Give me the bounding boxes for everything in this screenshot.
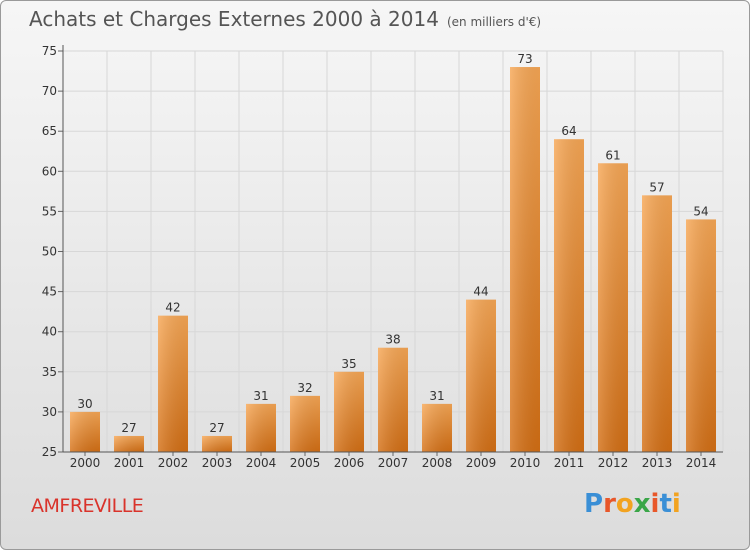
bar-shade xyxy=(378,347,408,452)
data-label: 31 xyxy=(429,389,444,403)
y-tick-label: 30 xyxy=(42,405,57,419)
bar-shade xyxy=(202,435,232,452)
logo-letter: i xyxy=(671,489,681,519)
bar-shade xyxy=(70,411,100,452)
y-tick-label: 55 xyxy=(42,204,57,218)
y-tick-label: 40 xyxy=(42,325,57,339)
data-label: 44 xyxy=(473,285,488,299)
bar-shade xyxy=(510,67,540,452)
data-label: 31 xyxy=(253,389,268,403)
chart-unit: (en milliers d'€) xyxy=(446,15,542,29)
proxiti-logo: Proxiti xyxy=(584,489,681,519)
bar-layer: 30 27 42 27 31 32 35 38 31 44 73 64 61 57 54 xyxy=(70,52,716,453)
data-label: 35 xyxy=(341,357,356,371)
logo-letter: i xyxy=(650,489,660,519)
chart-title-text: Achats et Charges Externes 2000 à 2014 xyxy=(29,7,439,31)
y-tick-label: 65 xyxy=(42,124,57,138)
x-tick-label: 2002 xyxy=(158,456,189,470)
x-tick-label: 2007 xyxy=(378,456,409,470)
y-tick-label: 45 xyxy=(42,285,57,299)
y-tick-label: 50 xyxy=(42,245,57,259)
data-label: 42 xyxy=(165,301,180,315)
bar-shade xyxy=(686,219,716,452)
bar-shade xyxy=(246,403,276,452)
y-tick-label: 75 xyxy=(42,44,57,58)
x-tick-label: 2004 xyxy=(246,456,277,470)
data-label: 61 xyxy=(605,148,620,162)
data-label: 57 xyxy=(649,180,664,194)
bar-shade xyxy=(422,403,452,452)
bar-shade xyxy=(642,195,672,453)
data-label: 38 xyxy=(385,333,400,347)
logo-letter: t xyxy=(659,489,672,519)
logo-letter: x xyxy=(633,489,651,519)
bar-shade xyxy=(290,395,320,452)
x-tick-label: 2014 xyxy=(686,456,717,470)
x-tick-label: 2013 xyxy=(642,456,673,470)
y-tick-label: 60 xyxy=(42,164,57,178)
data-label: 27 xyxy=(209,421,224,435)
bar-shade xyxy=(598,163,628,452)
x-tick-label: 2012 xyxy=(598,456,629,470)
data-label: 27 xyxy=(121,421,136,435)
data-label: 54 xyxy=(693,204,708,218)
x-tick-label: 2003 xyxy=(202,456,233,470)
logo-letter: o xyxy=(615,489,634,519)
logo-letter: r xyxy=(603,489,616,519)
y-tick-label: 70 xyxy=(42,84,57,98)
data-label: 64 xyxy=(561,124,576,138)
bar-shade xyxy=(466,299,496,452)
x-tick-label: 2006 xyxy=(334,456,365,470)
x-tick-label: 2010 xyxy=(510,456,541,470)
x-tick-label: 2009 xyxy=(466,456,497,470)
x-tick-label: 2005 xyxy=(290,456,321,470)
bar-shade xyxy=(554,139,584,452)
y-tick-label: 35 xyxy=(42,365,57,379)
logo-letter: P xyxy=(584,489,604,519)
axis-layer: 25 30 35 40 45 50 55 60 65 70 75 2000 2001 2002 2003 20… xyxy=(42,44,723,470)
y-tick-label: 25 xyxy=(42,445,57,459)
data-label: 73 xyxy=(517,52,532,66)
bar-shade xyxy=(158,315,188,452)
x-tick-label: 2001 xyxy=(114,456,145,470)
x-tick-label: 2008 xyxy=(422,456,453,470)
chart-title: Achats et Charges Externes 2000 à 2014 (e… xyxy=(29,7,541,31)
data-label: 30 xyxy=(77,397,92,411)
x-tick-label: 2011 xyxy=(554,456,585,470)
x-tick-label: 2000 xyxy=(70,456,101,470)
data-label: 32 xyxy=(297,381,312,395)
bar-shade xyxy=(334,371,364,452)
bar-shade xyxy=(114,435,144,452)
commune-name: AMFREVILLE xyxy=(31,495,144,517)
